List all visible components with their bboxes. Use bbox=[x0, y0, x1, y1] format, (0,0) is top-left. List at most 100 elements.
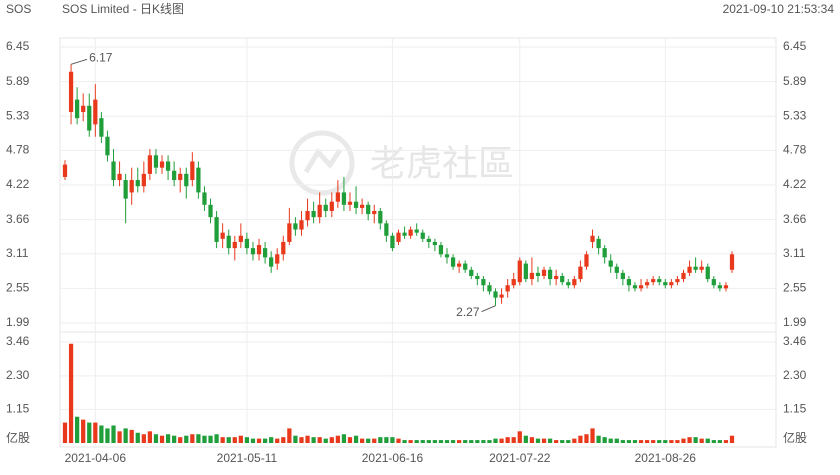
volume-bar bbox=[165, 434, 171, 443]
candle-body bbox=[311, 210, 316, 218]
y-tick-label: 5.89 bbox=[6, 74, 30, 88]
volume-bar bbox=[663, 440, 668, 443]
candle-body bbox=[238, 235, 243, 242]
candle-body bbox=[669, 282, 674, 286]
volume-bar bbox=[529, 437, 535, 443]
candle-body bbox=[262, 248, 268, 258]
volume-bar bbox=[226, 437, 231, 443]
volume-unit: 亿股 bbox=[783, 430, 807, 445]
y2-tick-label: 3.11 bbox=[783, 246, 806, 260]
volume-bar bbox=[669, 440, 674, 443]
volume-bar bbox=[644, 440, 650, 443]
volume-bar bbox=[366, 438, 371, 443]
candle-body bbox=[81, 105, 86, 112]
timestamp: 2021-09-10 21:53:34 bbox=[723, 2, 835, 16]
candle-body bbox=[463, 263, 468, 270]
volume-tick-label: 3.46 bbox=[6, 334, 30, 348]
candle-body bbox=[663, 282, 668, 286]
volume-bar bbox=[196, 434, 201, 443]
volume-tick-label: 3.46 bbox=[783, 334, 807, 348]
volume-bar bbox=[172, 435, 177, 443]
volume-bar bbox=[335, 435, 340, 443]
y2-tick-label: 2.55 bbox=[783, 281, 807, 295]
volume-bar bbox=[135, 432, 140, 443]
candle-body bbox=[190, 161, 195, 181]
volume-bar bbox=[717, 440, 722, 443]
y-tick-label: 3.66 bbox=[6, 212, 30, 226]
candle-body bbox=[687, 266, 692, 273]
volume-bar bbox=[554, 440, 559, 443]
volume-bar bbox=[202, 435, 207, 443]
volume-bar bbox=[699, 438, 704, 443]
annotation-line bbox=[481, 305, 496, 313]
volume-bar bbox=[596, 435, 601, 443]
volume-bar bbox=[657, 440, 662, 443]
annotation-line bbox=[70, 58, 88, 65]
volume-bar bbox=[232, 437, 237, 443]
volume-bar bbox=[511, 437, 516, 443]
candle-body bbox=[68, 71, 74, 112]
candle-body bbox=[511, 279, 516, 286]
candle-body bbox=[111, 161, 116, 181]
candle-body bbox=[402, 232, 407, 236]
volume-bar bbox=[723, 440, 729, 443]
volume-bar bbox=[493, 438, 498, 443]
volume-bar bbox=[311, 437, 316, 443]
candle-body bbox=[226, 235, 231, 249]
volume-bar bbox=[299, 437, 304, 443]
volume-bar bbox=[293, 435, 298, 443]
volume-bar bbox=[705, 438, 710, 443]
candle-body bbox=[505, 285, 510, 292]
volume-bar bbox=[675, 440, 680, 443]
candle-body bbox=[414, 229, 419, 233]
chart-title: SOS Limited - 日K线图 bbox=[62, 2, 184, 16]
candle-body bbox=[220, 232, 225, 239]
candle-body bbox=[359, 204, 365, 208]
y-tick-label: 1.99 bbox=[6, 315, 30, 329]
candle-body bbox=[214, 217, 219, 242]
y-tick-label: 6.45 bbox=[6, 39, 30, 53]
candle-body bbox=[366, 204, 371, 215]
volume-bar bbox=[317, 437, 322, 443]
candle-body bbox=[153, 155, 159, 168]
candle-body bbox=[335, 192, 340, 202]
x-tick-label: 2021-08-26 bbox=[635, 451, 697, 465]
volume-bar bbox=[378, 437, 383, 443]
candle-body bbox=[523, 263, 528, 280]
volume-bar bbox=[572, 438, 577, 443]
y-tick-label: 3.11 bbox=[6, 246, 29, 260]
candle-body bbox=[341, 192, 347, 205]
volume-bar bbox=[341, 434, 347, 443]
candle-body bbox=[172, 170, 177, 181]
volume-bar bbox=[105, 428, 110, 443]
candle-body bbox=[378, 210, 383, 224]
candle-body bbox=[481, 279, 486, 286]
candle-body bbox=[469, 269, 474, 276]
volume-bar bbox=[469, 440, 474, 443]
candle-body bbox=[390, 235, 395, 249]
candle-body bbox=[396, 232, 401, 242]
volume-bar bbox=[269, 437, 274, 443]
volume-bar bbox=[141, 434, 146, 443]
volume-bar bbox=[93, 422, 98, 443]
volume-bar bbox=[208, 435, 213, 443]
candle-body bbox=[347, 201, 353, 205]
volume-bar bbox=[638, 440, 644, 443]
watermark-text: 老虎社區 bbox=[370, 143, 514, 184]
candle-body bbox=[614, 266, 619, 273]
candle-body bbox=[723, 285, 729, 289]
candle-body bbox=[517, 260, 522, 283]
volume-bar bbox=[438, 440, 444, 443]
y2-tick-label: 4.78 bbox=[783, 143, 807, 157]
y-tick-label: 4.78 bbox=[6, 143, 30, 157]
volume-bar bbox=[487, 440, 492, 443]
candle-body bbox=[438, 245, 444, 255]
y2-tick-label: 5.89 bbox=[783, 74, 807, 88]
x-tick-label: 2021-04-06 bbox=[65, 451, 127, 465]
candle-body bbox=[675, 279, 680, 283]
volume-bar bbox=[463, 440, 468, 443]
candle-body bbox=[560, 275, 565, 283]
candle-body bbox=[165, 161, 171, 171]
x-tick-label: 2021-05-11 bbox=[217, 451, 278, 465]
candle-body bbox=[408, 229, 413, 236]
